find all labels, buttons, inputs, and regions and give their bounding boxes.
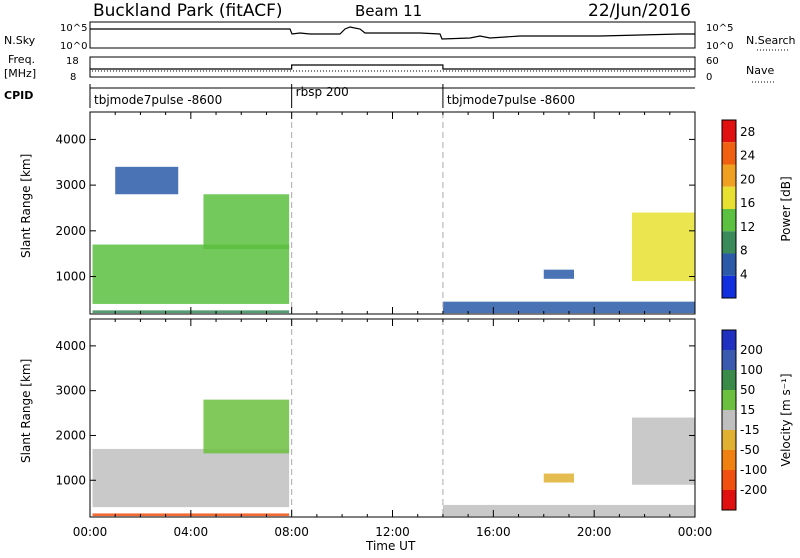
- colorbar-tick-label: 16: [740, 196, 755, 210]
- colorbar-title: Power [dB]: [779, 176, 793, 241]
- colorbar-segment: [722, 410, 736, 430]
- colorbar-tick-label: -100: [740, 463, 767, 477]
- scatter-region: [115, 166, 179, 195]
- freq-tick-bottom: 8: [70, 72, 76, 83]
- noise-sky-label: N.Sky: [4, 34, 36, 47]
- y-tick-label: 3000: [55, 178, 86, 192]
- colorbar-tick-label: -50: [740, 443, 760, 457]
- colorbar-segment: [722, 330, 736, 350]
- colorbar-title: Velocity [m s⁻¹]: [779, 373, 793, 466]
- x-tick-label: 00:00: [678, 525, 713, 539]
- y-tick-label: 3000: [55, 384, 86, 398]
- colorbar-segment: [722, 350, 736, 370]
- colorbar-tick-label: 8: [740, 244, 748, 258]
- freq-tick-top: 18: [66, 56, 79, 67]
- scatter-region: [442, 504, 695, 517]
- colorbar-frame: [721, 329, 737, 511]
- y-axis-title: Slant Range [km]: [19, 154, 33, 258]
- scatter-region: [92, 448, 290, 508]
- colorbar-tick-label: 4: [740, 267, 748, 281]
- colorbar-segment: [722, 490, 736, 510]
- colorbar-segment: [722, 231, 736, 254]
- x-tick-label: 00:00: [73, 525, 108, 539]
- x-tick-label: 16:00: [476, 525, 511, 539]
- y-tick-label: 4000: [55, 132, 86, 146]
- power-colorbar: 4 8 12 16 20 24 28 Power [dB]: [721, 119, 793, 299]
- scatter-region: [92, 244, 290, 304]
- nave-tick-top: 60: [706, 56, 719, 67]
- x-tick-label: 12:00: [375, 525, 410, 539]
- freq-line: [90, 64, 695, 70]
- cpid-segment-label: tbjmode7pulse -8600: [447, 93, 575, 107]
- colorbar-segment: [722, 186, 736, 209]
- x-tick-label: 08:00: [274, 525, 309, 539]
- x-tick-label: 04:00: [174, 525, 209, 539]
- colorbar-tick-label: 200: [740, 343, 763, 357]
- colorbar-segment: [722, 450, 736, 470]
- colorbar-tick-label: 24: [740, 149, 755, 163]
- station-title: Buckland Park (fitACF): [93, 1, 283, 21]
- time-axis: 00:00 04:00 08:00 12:00 16:00 20:00 00:00: [73, 525, 713, 539]
- colorbar-segment: [722, 370, 736, 390]
- colorbar-tick-label: 15: [740, 403, 755, 417]
- colorbar-segment: [722, 164, 736, 187]
- colorbar-tick-label: 28: [740, 125, 755, 139]
- colorbar-tick-label: 12: [740, 220, 755, 234]
- scatter-region: [543, 269, 574, 279]
- beam-label: Beam 11: [355, 2, 422, 20]
- noise-panel-frame: [89, 21, 696, 49]
- colorbar-tick-label: 50: [740, 383, 755, 397]
- scatter-region: [631, 417, 695, 485]
- y-tick-label: 1000: [55, 473, 86, 487]
- noise-right-tick-bottom: 10^0: [706, 41, 733, 52]
- colorbar-segment: [722, 120, 736, 143]
- colorbar-tick-label: 100: [740, 363, 763, 377]
- colorbar-tick-label: -15: [740, 423, 760, 437]
- freq-label-bottom: [MHz]: [4, 67, 36, 80]
- scatter-region: [543, 473, 574, 483]
- y-tick-label: 2000: [55, 428, 86, 442]
- cpid-label: CPID: [4, 89, 33, 102]
- nave-tick-bottom: 0: [706, 72, 712, 83]
- colorbar-segment: [722, 275, 736, 298]
- noise-right-tick-top: 10^5: [706, 23, 733, 34]
- scatter-region: [631, 212, 695, 282]
- colorbar-tick-label: -200: [740, 483, 767, 497]
- freq-panel-frame: [89, 56, 696, 78]
- scatter-region: [442, 301, 695, 314]
- noise-trace: [90, 26, 695, 40]
- colorbar-segment: [722, 209, 736, 232]
- freq-label-top: Freq.: [8, 53, 35, 66]
- velocity-colorbar: 200 100 50 15 -15 -50 -100 -200 Velocity [m s⁻¹]: [721, 329, 793, 511]
- scatter-region: [203, 194, 290, 250]
- noise-search-label: N.Search: [746, 34, 796, 47]
- colorbar-frame: [721, 119, 737, 299]
- y-tick-label: 1000: [55, 270, 86, 284]
- x-axis-title: Time UT: [365, 539, 416, 553]
- colorbar-segment: [722, 470, 736, 490]
- power-heatmap-panel: 1000 2000 3000 4000 Slant Range [km]: [19, 111, 696, 315]
- y-axis-title: Slant Range [km]: [19, 359, 33, 463]
- y-tick-label: 4000: [55, 339, 86, 353]
- nave-label: Nave: [746, 64, 774, 77]
- colorbar-segment: [722, 390, 736, 410]
- y-tick-label: 2000: [55, 224, 86, 238]
- cpid-segments: tbjmode7pulse -8600 rbsp 200 tbjmode7pulse…: [89, 84, 575, 108]
- colorbar-tick-label: 20: [740, 172, 755, 186]
- scatter-region: [203, 399, 290, 454]
- colorbar-segment: [722, 253, 736, 276]
- velocity-heatmap-panel: 1000 2000 3000 4000 Slant Range [km]: [19, 318, 696, 518]
- cpid-segment-label: rbsp 200: [296, 85, 349, 99]
- x-tick-label: 20:00: [577, 525, 612, 539]
- cpid-segment-label: tbjmode7pulse -8600: [94, 93, 222, 107]
- noise-left-tick-top: 10^5: [60, 23, 87, 34]
- colorbar-segment: [722, 142, 736, 165]
- noise-left-tick-bottom: 10^0: [60, 41, 87, 52]
- colorbar-segment: [722, 430, 736, 450]
- frequency-trace: [90, 64, 695, 70]
- date-label: 22/Jun/2016: [588, 1, 691, 21]
